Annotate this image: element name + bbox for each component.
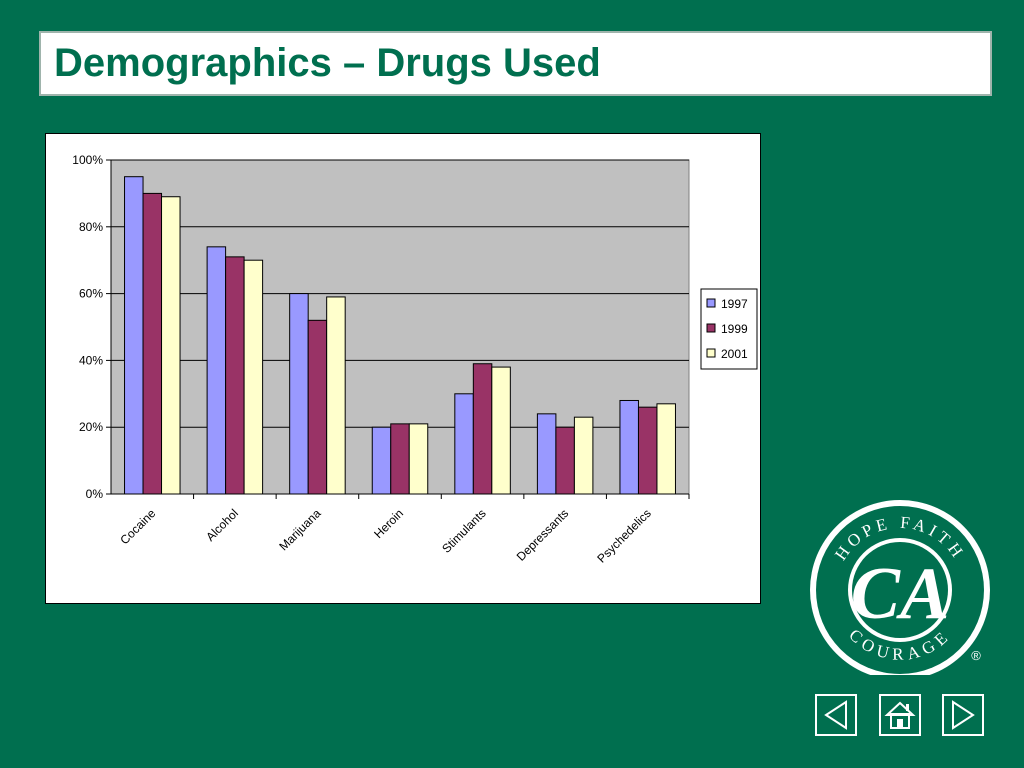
bar-1999-marijuana <box>307 319 328 495</box>
bar-1997-alcohol <box>206 246 227 495</box>
y-tick-label: 0% <box>86 487 104 501</box>
bar-1997-depressants <box>536 413 557 495</box>
bar-1999-alcohol <box>225 256 245 495</box>
x-tick-label: Stimulants <box>439 506 489 556</box>
page-title: Demographics – Drugs Used <box>54 41 601 85</box>
bar-chart: 0% 20% 40% 60% 80% 100% Cocaine Alcohol Marijuan… <box>72 153 758 566</box>
bar-2001-depressants <box>573 416 594 495</box>
legend-swatch <box>706 323 716 333</box>
y-tick-label: 100% <box>72 153 103 167</box>
legend-label: 1999 <box>721 322 748 336</box>
x-tick-label: Heroin <box>371 506 406 541</box>
bar-1999-depressants <box>555 426 575 495</box>
prev-slide-button[interactable] <box>815 694 857 736</box>
next-slide-button[interactable] <box>942 694 984 736</box>
legend-label: 2001 <box>721 347 748 361</box>
bar-2001-heroin <box>408 423 429 495</box>
registered-mark: ® <box>971 648 981 663</box>
home-icon <box>884 701 916 729</box>
bar-2001-psychedelics <box>656 403 676 495</box>
y-tick-label: 20% <box>79 420 103 434</box>
x-tick-label: Cocaine <box>117 506 158 547</box>
bar-2001-alcohol <box>243 259 264 495</box>
home-button[interactable] <box>879 694 921 736</box>
chart-container: 0% 20% 40% 60% 80% 100% Cocaine Alcohol Marijuan… <box>45 133 761 604</box>
next-arrow-icon <box>952 700 975 730</box>
bar-2001-cocaine <box>161 196 181 495</box>
y-tick-label: 80% <box>79 220 103 234</box>
title-box: Demographics – Drugs Used <box>39 31 992 96</box>
bar-2001-stimulants <box>491 366 511 495</box>
bar-1999-stimulants <box>472 363 493 495</box>
bar-1997-psychedelics <box>619 399 639 495</box>
bar-1999-heroin <box>390 423 410 495</box>
x-tick-label: Depressants <box>514 506 572 564</box>
bar-1997-cocaine <box>124 176 144 495</box>
bar-2001-marijuana <box>326 296 346 495</box>
bar-1997-marijuana <box>289 293 309 495</box>
logo-monogram: CA <box>851 553 950 635</box>
hope-faith-courage-logo: HOPE FAITH COURAGE CA ® <box>810 500 990 675</box>
legend-swatch <box>706 298 716 308</box>
legend-swatch <box>706 348 716 358</box>
bar-1997-heroin <box>371 426 392 495</box>
x-tick-label: Alcohol <box>203 506 241 544</box>
y-tick-label: 40% <box>79 353 103 367</box>
x-tick-label: Psychedelics <box>594 506 653 565</box>
y-tick-label: 60% <box>79 287 103 301</box>
x-tick-label: Marijuana <box>276 506 323 553</box>
legend-label: 1997 <box>721 297 748 311</box>
bar-1999-psychedelics <box>637 406 658 495</box>
bar-1999-cocaine <box>142 192 163 495</box>
bar-1997-stimulants <box>454 393 474 495</box>
prev-arrow-icon <box>824 700 847 730</box>
